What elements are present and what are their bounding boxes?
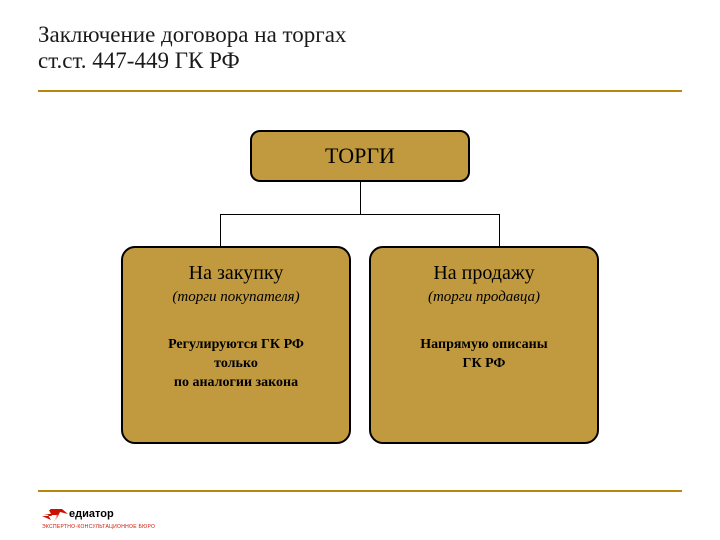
tree-connector [220, 182, 500, 246]
bolt-icon [42, 506, 68, 522]
slide-title: Заключение договора на торгах ст.ст. 447… [0, 0, 720, 84]
child-subtitle: (торги покупателя) [133, 289, 339, 306]
logo-subtext: ЭКСПЕРТНО-КОНСУЛЬТАЦИОННОЕ БЮРО [42, 524, 155, 530]
child-desc: Регулируются ГК РФ только по аналогии за… [133, 336, 339, 393]
child-title: На закупку [133, 262, 339, 285]
child-title: На продажу [381, 262, 587, 285]
title-underline [38, 90, 682, 92]
child-desc: Напрямую описаны ГК РФ [381, 336, 587, 374]
child-subtitle: (торги продавца) [381, 289, 587, 306]
children-row: На закупку (торги покупателя) Регулируют… [0, 246, 720, 444]
root-node: ТОРГИ [250, 130, 470, 182]
root-label: ТОРГИ [325, 143, 395, 169]
org-chart: ТОРГИ На закупку (торги покупателя) Регу… [0, 130, 720, 444]
logo-text: едиатор [69, 508, 114, 520]
child-node-purchase: На закупку (торги покупателя) Регулируют… [121, 246, 351, 444]
footer-logo: едиатор [42, 506, 114, 522]
child-node-sale: На продажу (торги продавца) Напрямую опи… [369, 246, 599, 444]
title-line-1: Заключение договора на торгах [38, 22, 682, 48]
title-line-2: ст.ст. 447-449 ГК РФ [38, 48, 682, 74]
footer-rule [38, 490, 682, 492]
